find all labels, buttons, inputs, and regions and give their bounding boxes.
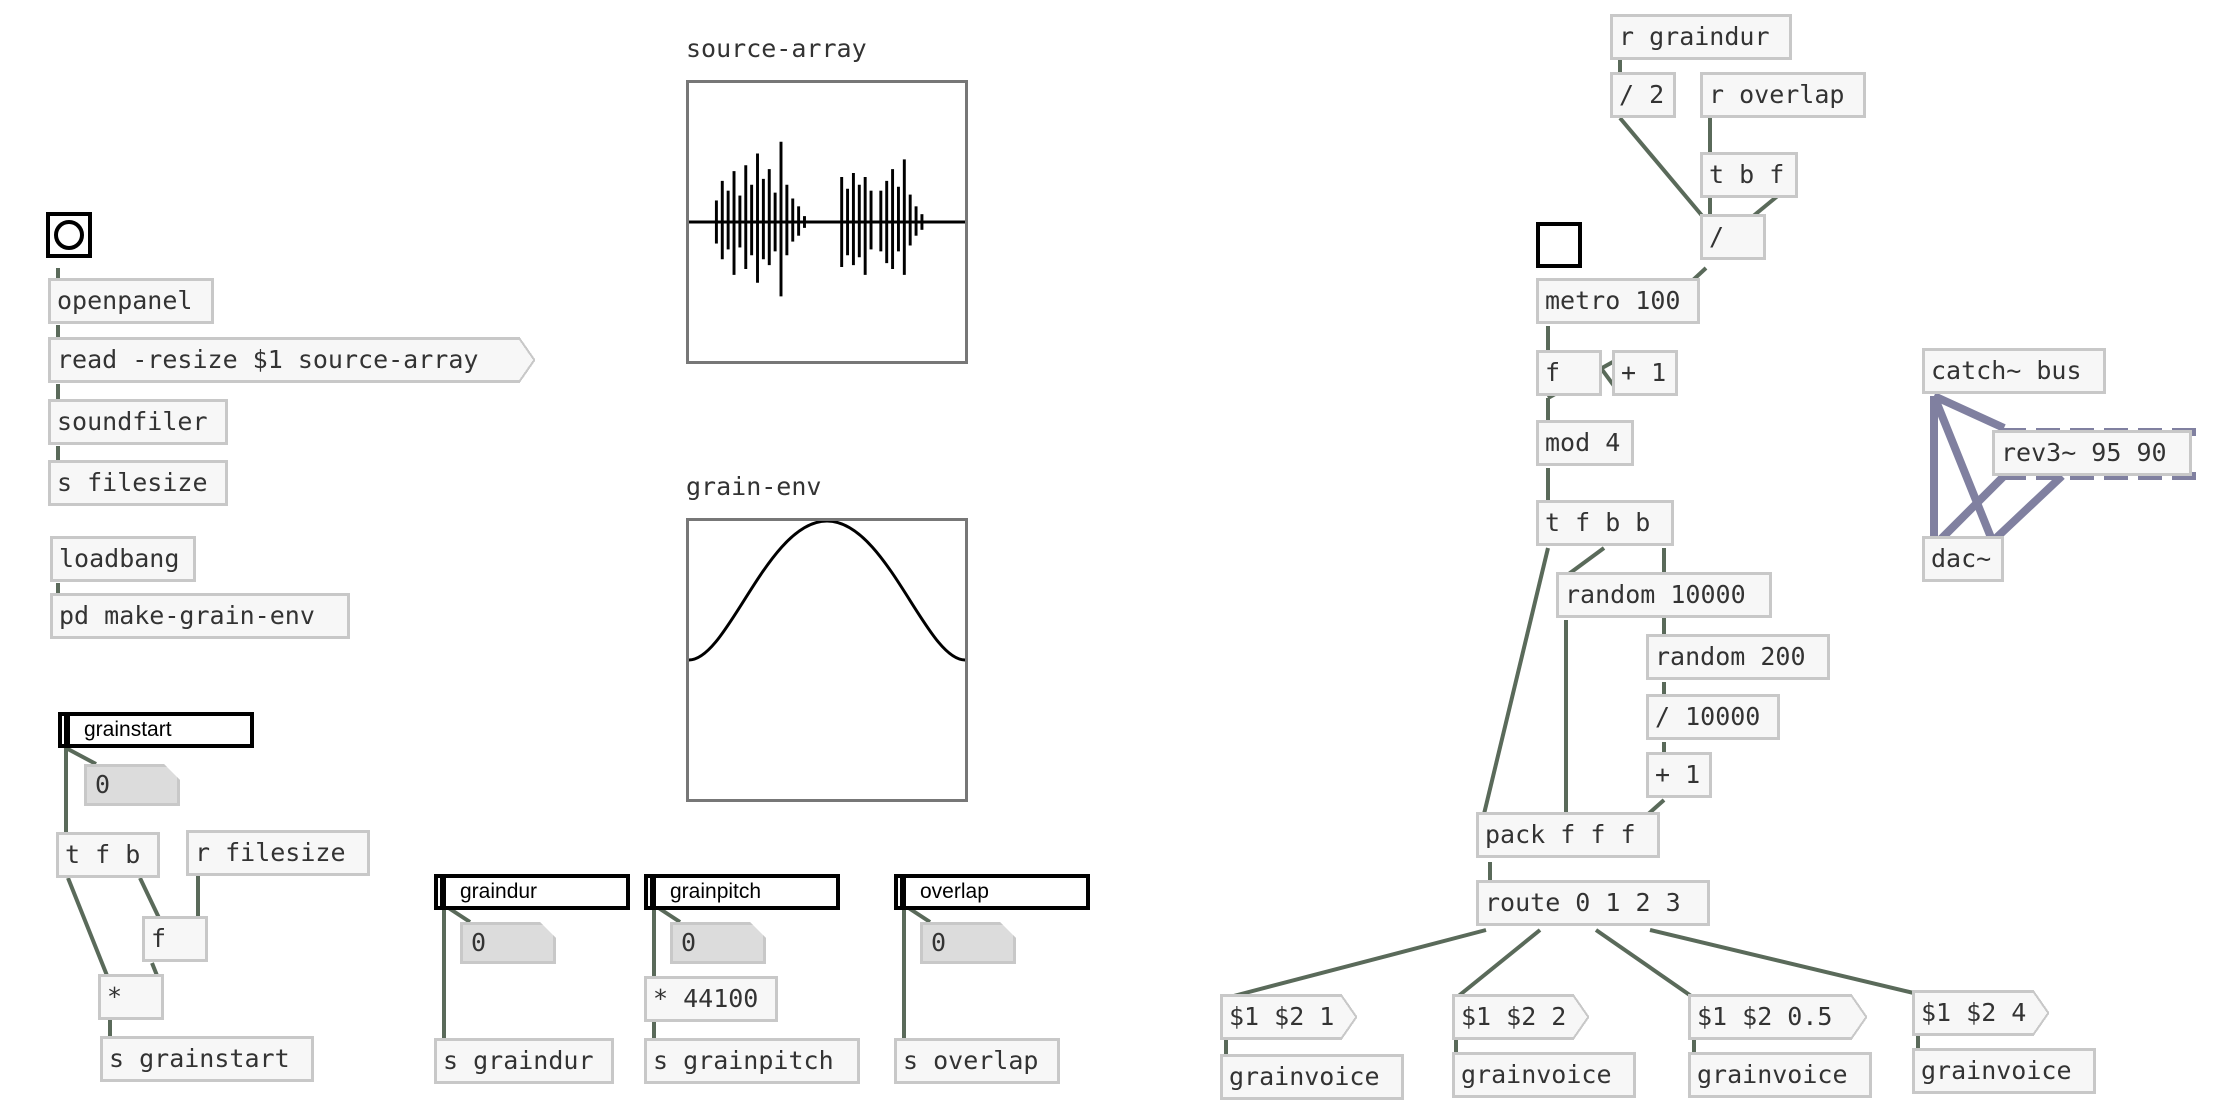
grainpitch-number[interactable]: 0 — [670, 922, 766, 964]
overlap-number[interactable]: 0 — [920, 922, 1016, 964]
send-filesize-object[interactable]: s filesize — [48, 460, 228, 506]
send-grainstart-object[interactable]: s grainstart — [100, 1036, 314, 1082]
cord — [1225, 928, 1487, 1000]
cord — [1594, 928, 1696, 1000]
metro-toggle[interactable] — [1536, 222, 1582, 268]
voice-4-message[interactable]: $1 $2 4 — [1912, 990, 2049, 1036]
receive-graindur-object[interactable]: r graindur — [1610, 14, 1792, 60]
multiply-object[interactable]: * — [98, 974, 164, 1020]
voice-3-message[interactable]: $1 $2 0.5 — [1688, 994, 1867, 1040]
cord — [1564, 546, 1606, 578]
bang-ring-icon — [54, 220, 84, 250]
signal-cord — [1937, 473, 2007, 543]
signal-cord — [1991, 473, 2065, 543]
float-object[interactable]: f — [142, 916, 208, 962]
route-object[interactable]: route 0 1 2 3 — [1476, 880, 1710, 926]
grainpitch-slider[interactable]: grainpitch — [644, 874, 840, 910]
source-array-graph[interactable] — [686, 80, 968, 364]
cord — [1649, 928, 1919, 996]
grain-env-curve — [689, 521, 965, 662]
divide-object[interactable]: / — [1700, 214, 1766, 260]
divide-2-object[interactable]: / 2 — [1610, 72, 1676, 118]
counter-plus-1-object[interactable]: + 1 — [1612, 350, 1678, 396]
multiply-44100-object[interactable]: * 44100 — [644, 976, 778, 1022]
random-10000-object[interactable]: random 10000 — [1556, 572, 1772, 618]
receive-filesize-object[interactable]: r filesize — [186, 830, 370, 876]
grainvoice-3-object[interactable]: grainvoice — [1688, 1052, 1872, 1098]
cord — [1454, 928, 1542, 1000]
voice-1-message[interactable]: $1 $2 1 — [1220, 994, 1357, 1040]
trigger-f-b-b-object[interactable]: t f b b — [1536, 500, 1674, 546]
signal-cord — [1932, 392, 2006, 432]
grain-env-label: grain-env — [686, 472, 822, 501]
grainstart-number[interactable]: 0 — [84, 764, 180, 806]
make-grain-env-subpatch[interactable]: pd make-grain-env — [50, 593, 350, 639]
cord — [66, 877, 110, 979]
grainvoice-1-object[interactable]: grainvoice — [1220, 1054, 1404, 1100]
openpanel-object[interactable]: openpanel — [48, 278, 214, 324]
divide-10000-object[interactable]: / 10000 — [1646, 694, 1780, 740]
counter-float-object[interactable]: f — [1536, 350, 1602, 396]
signal-cord — [1930, 394, 1996, 542]
mod-4-object[interactable]: mod 4 — [1536, 420, 1634, 466]
loadbang-object[interactable]: loadbang — [50, 536, 196, 582]
grainvoice-2-object[interactable]: grainvoice — [1452, 1052, 1636, 1098]
cord — [1482, 547, 1550, 815]
send-graindur-object[interactable]: s graindur — [434, 1038, 614, 1084]
receive-overlap-object[interactable]: r overlap — [1700, 72, 1866, 118]
plus-1-object[interactable]: + 1 — [1646, 752, 1712, 798]
graindur-number[interactable]: 0 — [460, 922, 556, 964]
source-array-waveform — [689, 141, 965, 297]
pack-object[interactable]: pack f f f — [1476, 812, 1660, 858]
catch-bus-object[interactable]: catch~ bus — [1922, 348, 2106, 394]
cord — [65, 746, 97, 766]
voice-2-message[interactable]: $1 $2 2 — [1452, 994, 1589, 1040]
trigger-b-f-object[interactable]: t b f — [1700, 152, 1798, 198]
dac-object[interactable]: dac~ — [1922, 536, 2004, 582]
send-overlap-object[interactable]: s overlap — [894, 1038, 1060, 1084]
cord — [1618, 116, 1706, 220]
cord — [138, 877, 162, 921]
metro-object[interactable]: metro 100 — [1536, 278, 1700, 324]
read-resize-message[interactable]: read -resize $1 source-array — [48, 337, 535, 383]
grain-env-graph[interactable] — [686, 518, 968, 802]
grainstart-slider[interactable]: grainstart — [58, 712, 254, 748]
source-array-label: source-array — [686, 34, 867, 63]
random-200-object[interactable]: random 200 — [1646, 634, 1830, 680]
soundfiler-object[interactable]: soundfiler — [48, 399, 228, 445]
grainvoice-4-object[interactable]: grainvoice — [1912, 1048, 2096, 1094]
send-grainpitch-object[interactable]: s grainpitch — [644, 1038, 860, 1084]
overlap-slider[interactable]: overlap — [894, 874, 1090, 910]
open-file-bang[interactable] — [46, 212, 92, 258]
trigger-f-b-object[interactable]: t f b — [56, 832, 160, 878]
rev3-object[interactable]: rev3~ 95 90 — [1992, 430, 2192, 476]
graindur-slider[interactable]: graindur — [434, 874, 630, 910]
